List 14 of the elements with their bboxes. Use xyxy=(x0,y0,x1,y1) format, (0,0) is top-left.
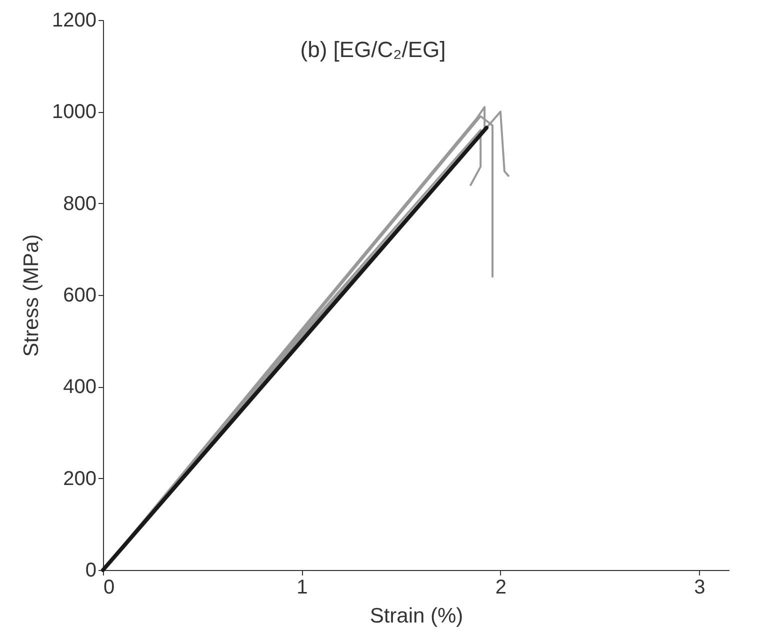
y-tick-label: 400 xyxy=(63,376,96,398)
x-tick-label: 2 xyxy=(495,576,507,598)
text: (b) [EG/C₂/EG] xyxy=(300,37,446,62)
y-tick-label: 200 xyxy=(63,468,96,490)
y-tick-label: 1200 xyxy=(52,10,96,32)
x-tick-label: 1 xyxy=(296,576,308,598)
y-tick-label: 0 xyxy=(85,560,96,582)
x-tick-label: 0 xyxy=(104,576,115,598)
y-axis-title: Stress (MPa) xyxy=(20,234,44,357)
y-tick-label: 800 xyxy=(63,192,96,215)
y-tick-label: 1000 xyxy=(52,101,96,124)
x-tick-label: 3 xyxy=(694,576,706,598)
x-axis-title: Strain (%) xyxy=(370,604,464,628)
y-tick-label: 600 xyxy=(63,284,96,306)
